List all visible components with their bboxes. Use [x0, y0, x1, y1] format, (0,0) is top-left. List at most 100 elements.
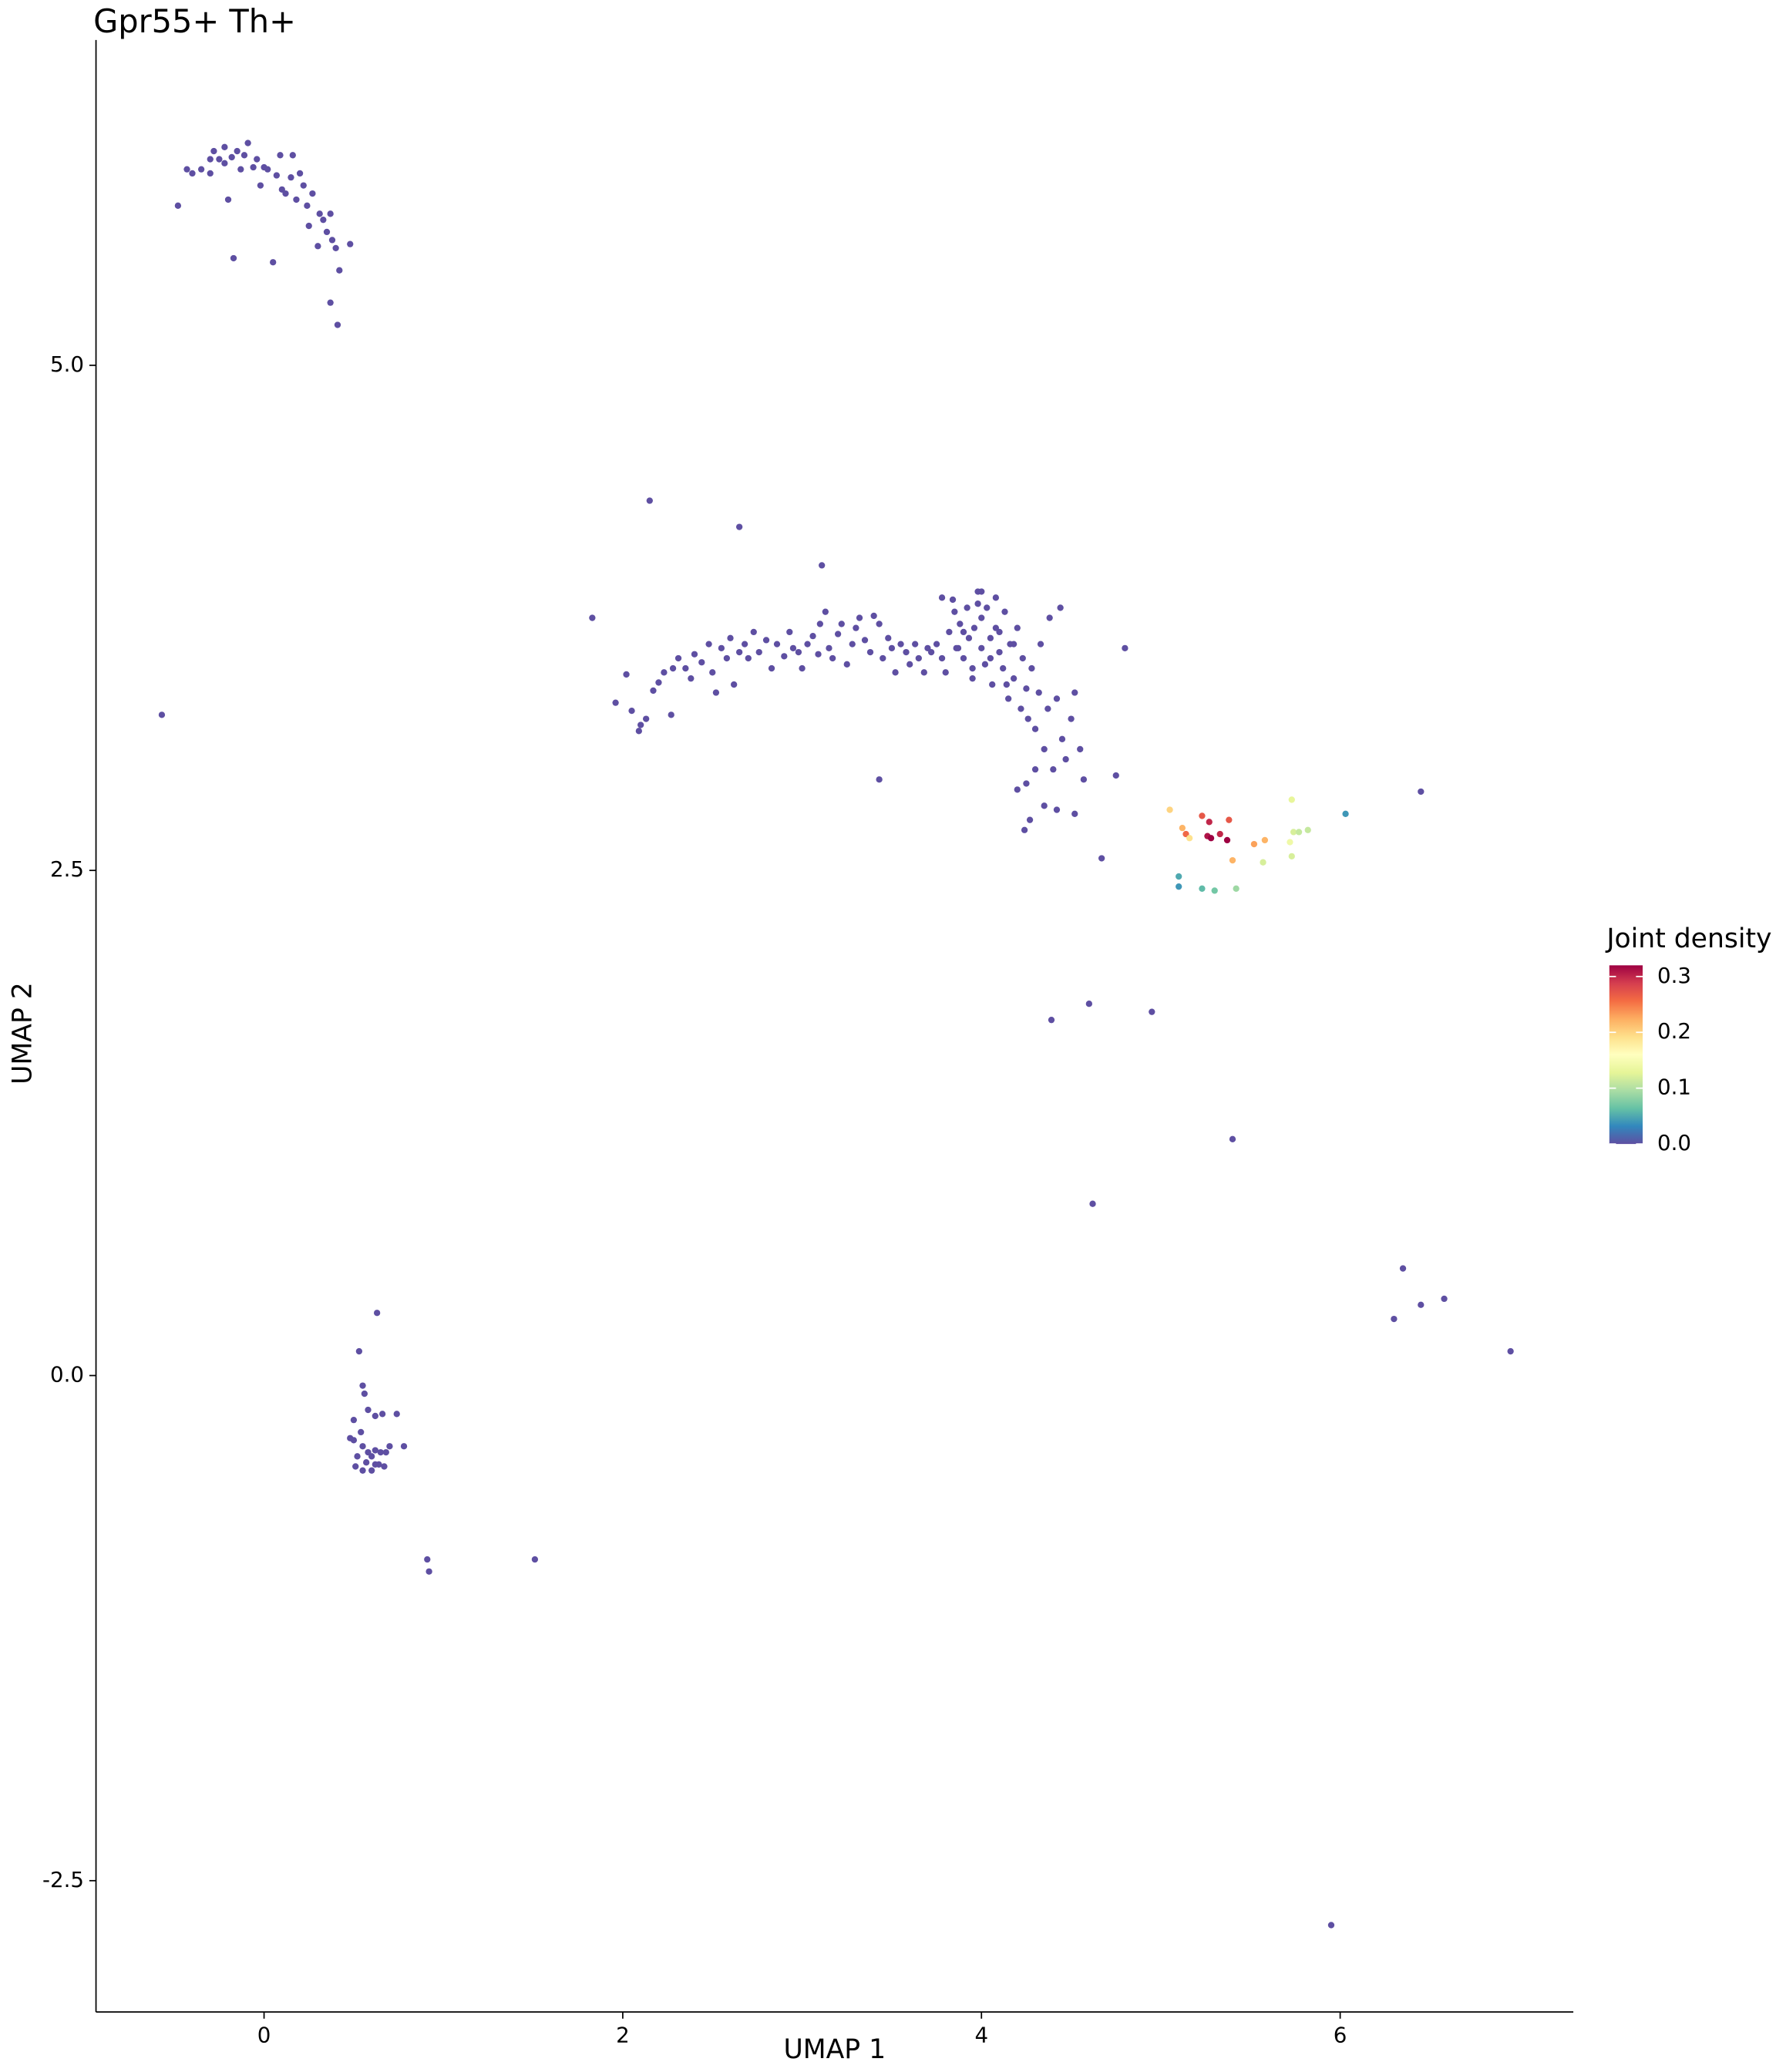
- point: [951, 608, 958, 615]
- point: [277, 152, 284, 159]
- point: [1028, 664, 1035, 672]
- point: [628, 707, 635, 715]
- point: [853, 624, 859, 631]
- colorbar-tick-label: 0.1: [1657, 1075, 1691, 1100]
- point: [207, 170, 214, 177]
- point: [1023, 780, 1030, 787]
- point: [1044, 705, 1051, 712]
- x-axis-label: UMAP 1: [783, 2034, 886, 2065]
- point: [1071, 689, 1078, 696]
- point: [1441, 1295, 1448, 1303]
- point: [359, 1443, 366, 1450]
- point: [1166, 806, 1173, 813]
- point: [355, 1347, 363, 1355]
- point: [870, 612, 877, 620]
- point: [712, 689, 720, 696]
- point: [1071, 810, 1078, 817]
- point: [327, 299, 334, 306]
- point: [1003, 681, 1010, 688]
- point: [829, 654, 836, 662]
- point: [949, 596, 957, 604]
- point: [1010, 641, 1018, 648]
- point: [314, 243, 321, 250]
- point: [954, 644, 962, 652]
- point: [327, 210, 334, 217]
- point: [974, 600, 981, 607]
- point: [768, 664, 775, 672]
- point: [897, 641, 904, 648]
- point: [304, 202, 311, 209]
- y-axis-label: UMAP 2: [8, 982, 39, 1085]
- point: [1080, 776, 1088, 783]
- point: [960, 654, 967, 662]
- point: [1288, 796, 1295, 803]
- point: [1216, 830, 1223, 838]
- point: [735, 523, 743, 530]
- point: [589, 614, 596, 621]
- point: [244, 140, 251, 146]
- point: [1014, 786, 1021, 793]
- point: [1229, 1135, 1236, 1142]
- point: [1053, 695, 1061, 702]
- point: [350, 1437, 358, 1444]
- point: [815, 651, 822, 658]
- point: [843, 661, 850, 668]
- point: [1207, 835, 1215, 842]
- point: [334, 321, 341, 328]
- point: [221, 160, 228, 166]
- point: [282, 190, 289, 197]
- point: [643, 715, 650, 722]
- point: [1041, 802, 1048, 809]
- point: [270, 259, 277, 266]
- point: [288, 173, 294, 181]
- point: [216, 156, 223, 163]
- point: [1250, 840, 1258, 848]
- point: [189, 170, 196, 177]
- point: [1089, 1200, 1096, 1207]
- point: [1287, 839, 1293, 846]
- point: [705, 641, 712, 648]
- point: [1233, 885, 1240, 892]
- point: [903, 648, 910, 656]
- point: [1041, 745, 1048, 753]
- point: [1001, 608, 1008, 615]
- point: [1068, 715, 1075, 722]
- point: [1295, 829, 1303, 836]
- point: [938, 594, 946, 601]
- point: [1023, 685, 1030, 692]
- point: [237, 166, 244, 173]
- point: [264, 166, 271, 173]
- point: [293, 196, 300, 204]
- point: [234, 147, 240, 155]
- point: [668, 711, 674, 718]
- point: [221, 143, 228, 150]
- point: [1031, 765, 1039, 773]
- point: [174, 202, 182, 209]
- point: [781, 653, 788, 660]
- x-tick-label: 6: [1334, 2022, 1347, 2047]
- point: [1226, 816, 1233, 823]
- point: [1085, 1001, 1093, 1007]
- point: [826, 644, 832, 652]
- point: [1112, 772, 1119, 779]
- point: [358, 1428, 365, 1436]
- point: [819, 562, 826, 569]
- point: [612, 699, 619, 706]
- point: [359, 1382, 366, 1389]
- point: [1050, 765, 1057, 773]
- point: [1507, 1347, 1514, 1355]
- point: [352, 1463, 359, 1470]
- point: [361, 1390, 368, 1398]
- point: [996, 628, 1003, 636]
- point: [718, 644, 725, 652]
- point: [885, 634, 892, 641]
- point: [1176, 873, 1182, 880]
- point: [323, 228, 331, 236]
- colorbar-tick-label: 0.2: [1657, 1018, 1691, 1044]
- point: [816, 621, 823, 627]
- point: [1399, 1265, 1407, 1272]
- point: [372, 1447, 378, 1454]
- point: [888, 644, 896, 652]
- point: [635, 728, 642, 735]
